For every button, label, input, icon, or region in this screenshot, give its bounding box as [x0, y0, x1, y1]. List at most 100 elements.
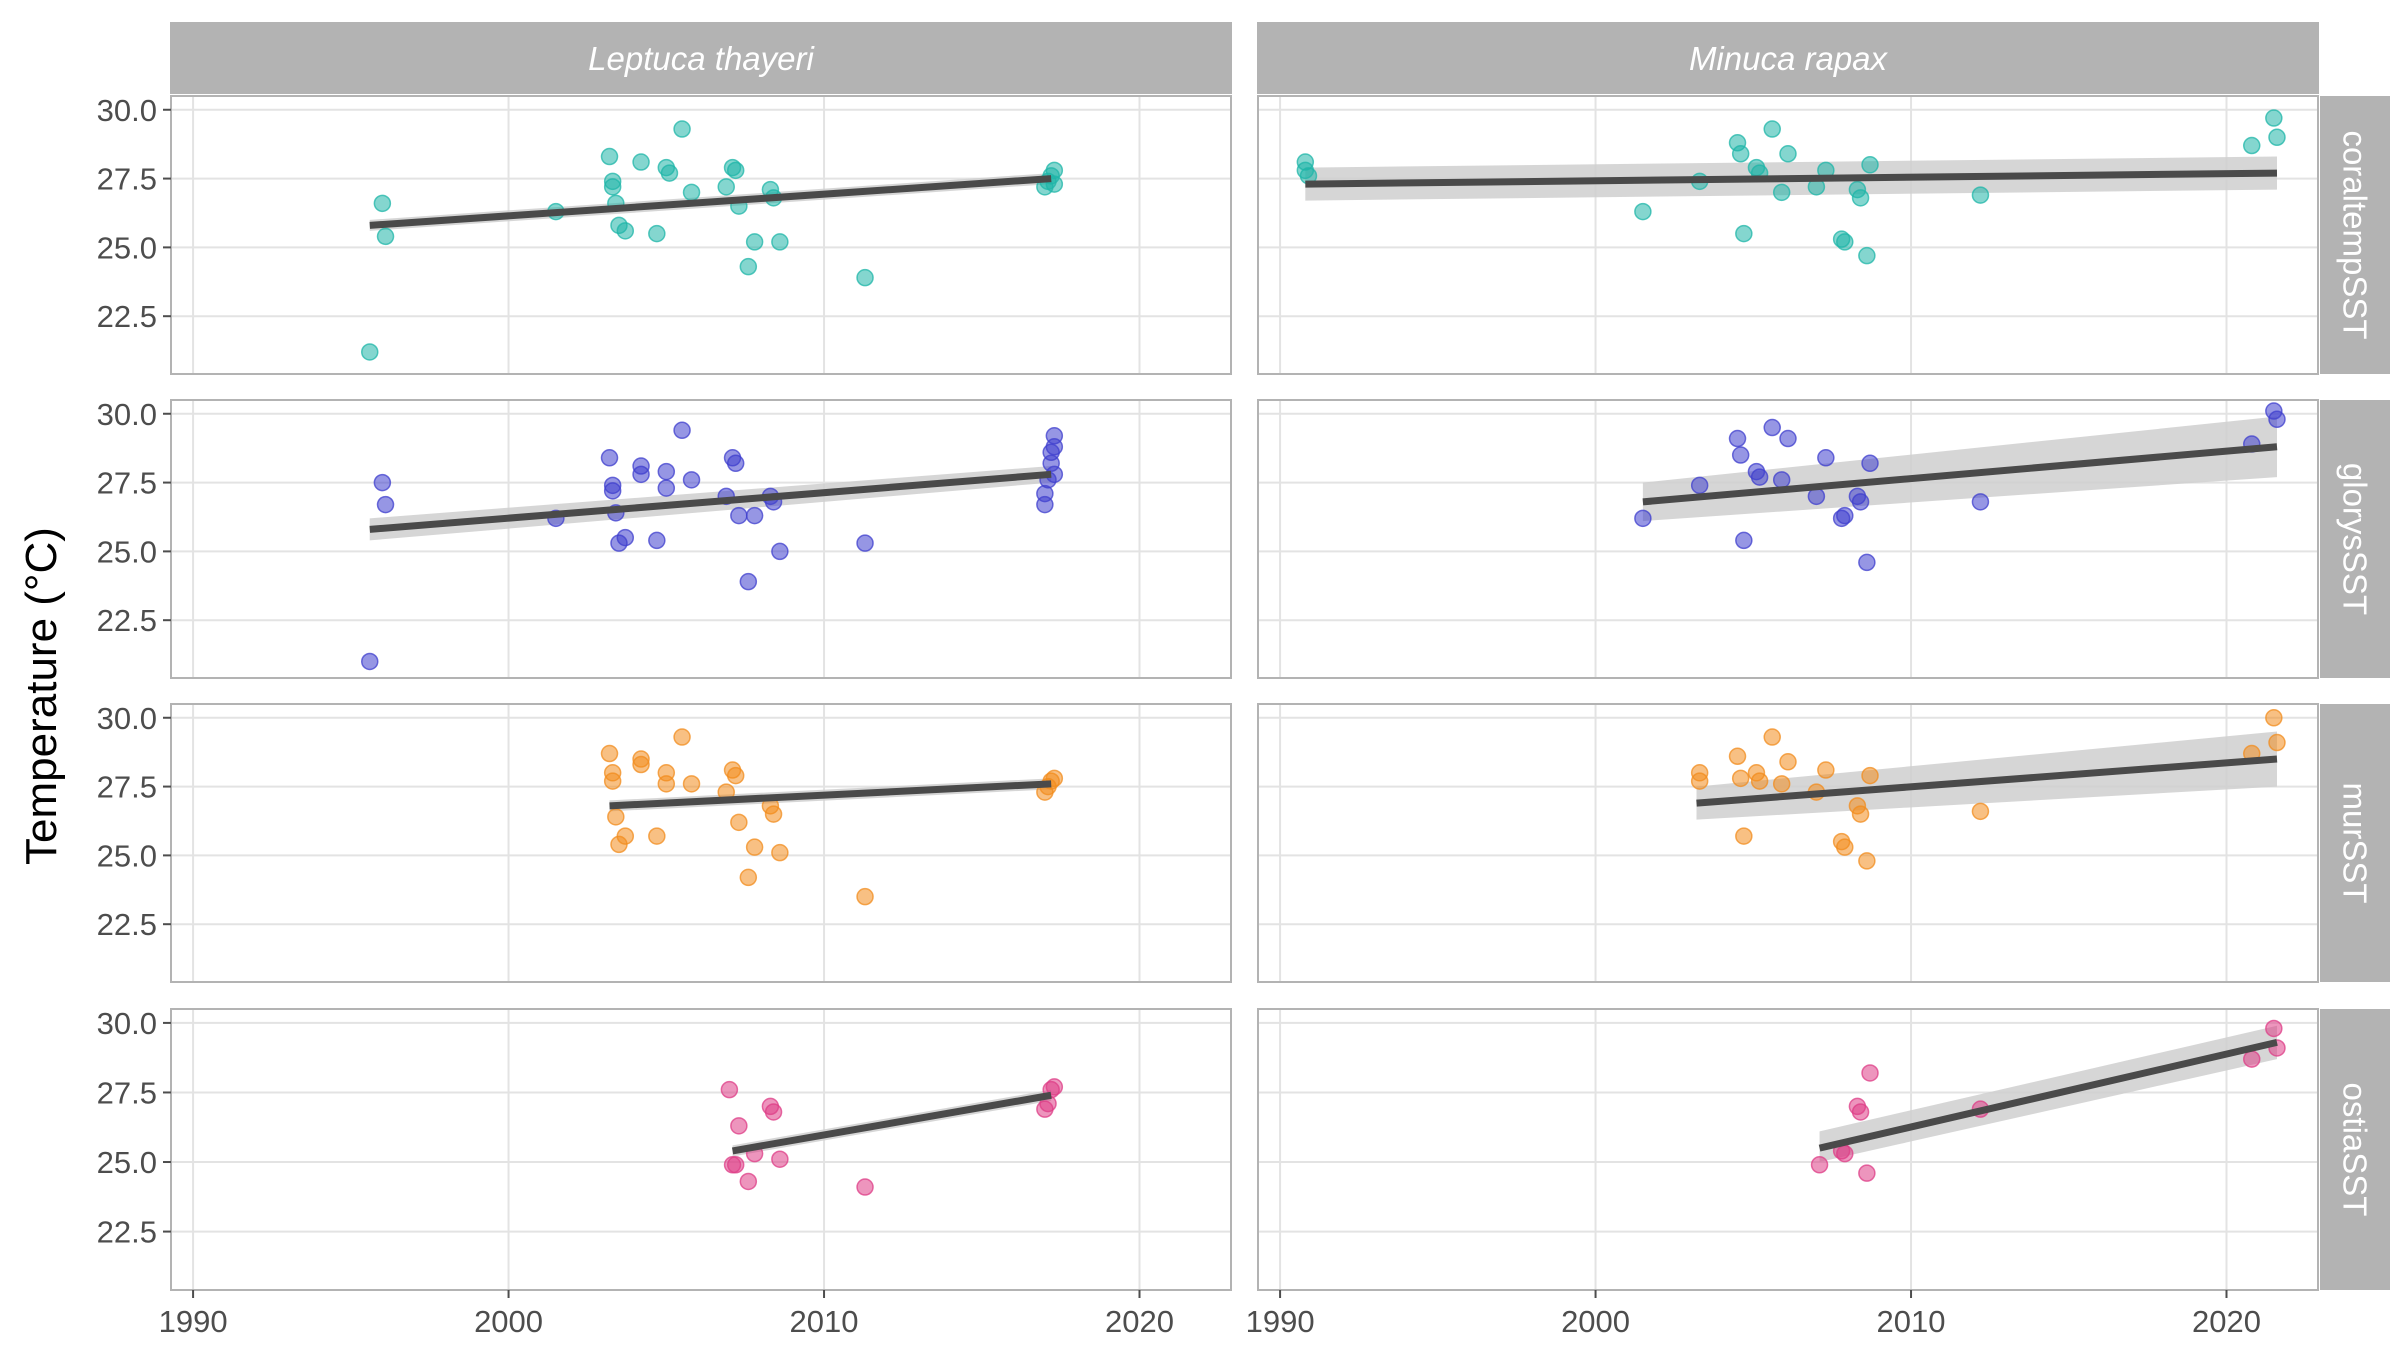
- strip-minuca-rapax: [1257, 22, 2319, 94]
- panels-layer: [170, 95, 2319, 1291]
- data-point: [373, 473, 392, 492]
- strip-coraltempsst: [2320, 96, 2390, 374]
- data-point: [2268, 410, 2286, 429]
- y-axis: 22.5 25.0 27.5 30.0 22.5 25.0 27.5 30.0 22.5 25.0…: [97, 93, 171, 1250]
- panel-border: [1257, 95, 2319, 375]
- y-tick-label: 25.0: [97, 230, 157, 265]
- data-point: [1728, 429, 1747, 448]
- y-tick-label: 27.5: [97, 1075, 157, 1110]
- y-tick-label: 25.0: [97, 534, 157, 569]
- data-point: [1735, 531, 1753, 550]
- data-point: [856, 887, 874, 906]
- data-point: [2265, 709, 2283, 727]
- y-tick-label: 30.0: [97, 93, 157, 128]
- data-point: [682, 183, 701, 202]
- y-tick-label: 22.5: [97, 299, 157, 334]
- trend-line: [1818, 1038, 2278, 1152]
- strip-label-coraltempsst: coraltempSST: [2337, 130, 2374, 339]
- data-point: [1861, 454, 1879, 473]
- data-point: [1836, 506, 1854, 525]
- data-point: [1750, 772, 1769, 790]
- panel-border: [170, 95, 1232, 375]
- data-point: [1728, 747, 1747, 766]
- data-point: [600, 147, 619, 166]
- data-point: [682, 775, 701, 793]
- panel-border: [1257, 703, 2319, 983]
- panel-border: [1257, 1008, 2319, 1291]
- data-point: [1971, 802, 1990, 821]
- trend-line: [369, 175, 1052, 229]
- data-point: [1861, 156, 1879, 174]
- data-point: [739, 1172, 758, 1191]
- data-point: [600, 449, 619, 467]
- trend-line: [1305, 169, 2278, 188]
- data-point: [726, 161, 745, 180]
- data-point: [730, 1117, 748, 1135]
- trend-line: [1696, 755, 2278, 807]
- data-point: [673, 120, 691, 138]
- data-point: [1858, 1164, 1876, 1182]
- data-point: [1971, 186, 1990, 204]
- data-point: [376, 495, 395, 514]
- data-point: [2265, 109, 2283, 127]
- strip-label-gloryssst: glorysSST: [2337, 463, 2374, 615]
- data-point: [603, 482, 622, 500]
- data-point: [720, 1080, 739, 1099]
- y-tick-label: 22.5: [97, 1215, 157, 1250]
- data-point: [2268, 733, 2286, 752]
- data-point: [726, 454, 745, 473]
- data-point: [1690, 772, 1709, 790]
- panel-leptuca-thayeri-coraltempsst: [170, 95, 1232, 375]
- data-point: [771, 1150, 789, 1168]
- data-point: [856, 268, 874, 287]
- panel-minuca-rapax-gloryssst: [1257, 399, 2319, 679]
- x-axis: 1990 2000 2010 2020 1990 2000 2010 2020: [159, 1290, 2261, 1339]
- x-tick-label: 2000: [474, 1304, 543, 1339]
- confidence-ribbon: [1642, 416, 2277, 522]
- strip-label-ostiasst: ostiaSST: [2337, 1083, 2374, 1217]
- data-point: [726, 766, 745, 785]
- data-point: [771, 233, 789, 251]
- data-point: [648, 827, 666, 845]
- data-point: [1763, 728, 1781, 746]
- data-point: [682, 471, 701, 489]
- data-point: [1045, 438, 1064, 456]
- data-point: [657, 462, 676, 481]
- data-point: [1779, 753, 1797, 771]
- data-point: [856, 534, 874, 552]
- strip-label-mursst: murSST: [2337, 782, 2374, 903]
- data-point: [2265, 1019, 2283, 1038]
- data-point: [1731, 769, 1750, 788]
- data-point: [1779, 145, 1797, 163]
- data-point: [632, 153, 650, 171]
- x-tick-label: 2010: [790, 1304, 859, 1339]
- panel-border: [170, 1008, 1232, 1291]
- data-point: [361, 652, 379, 671]
- data-point: [1750, 468, 1769, 486]
- data-point: [1851, 1103, 1870, 1121]
- data-point: [648, 531, 666, 550]
- x-tick-label: 1990: [1246, 1304, 1315, 1339]
- data-point: [1772, 775, 1791, 793]
- data-point: [1851, 805, 1870, 823]
- data-point: [603, 178, 622, 196]
- y-tick-label: 22.5: [97, 907, 157, 942]
- data-point: [1810, 1156, 1829, 1174]
- panel-minuca-rapax-ostiasst: [1257, 1008, 2319, 1291]
- panel-border: [1257, 399, 2319, 679]
- data-point: [764, 805, 783, 823]
- panel-leptuca-thayeri-ostiasst: [170, 1008, 1232, 1291]
- data-point: [1861, 766, 1879, 785]
- strip-mursst: [2320, 704, 2390, 982]
- data-point: [2243, 1050, 2261, 1068]
- data-point: [717, 178, 735, 196]
- data-point: [373, 194, 392, 213]
- data-point: [632, 465, 650, 484]
- data-point: [730, 813, 748, 832]
- x-tick-label: 2020: [1105, 1304, 1174, 1339]
- y-tick-label: 25.0: [97, 838, 157, 873]
- data-point: [726, 1156, 745, 1174]
- data-point: [2243, 136, 2261, 155]
- data-point: [657, 775, 676, 793]
- y-tick-label: 27.5: [97, 770, 157, 805]
